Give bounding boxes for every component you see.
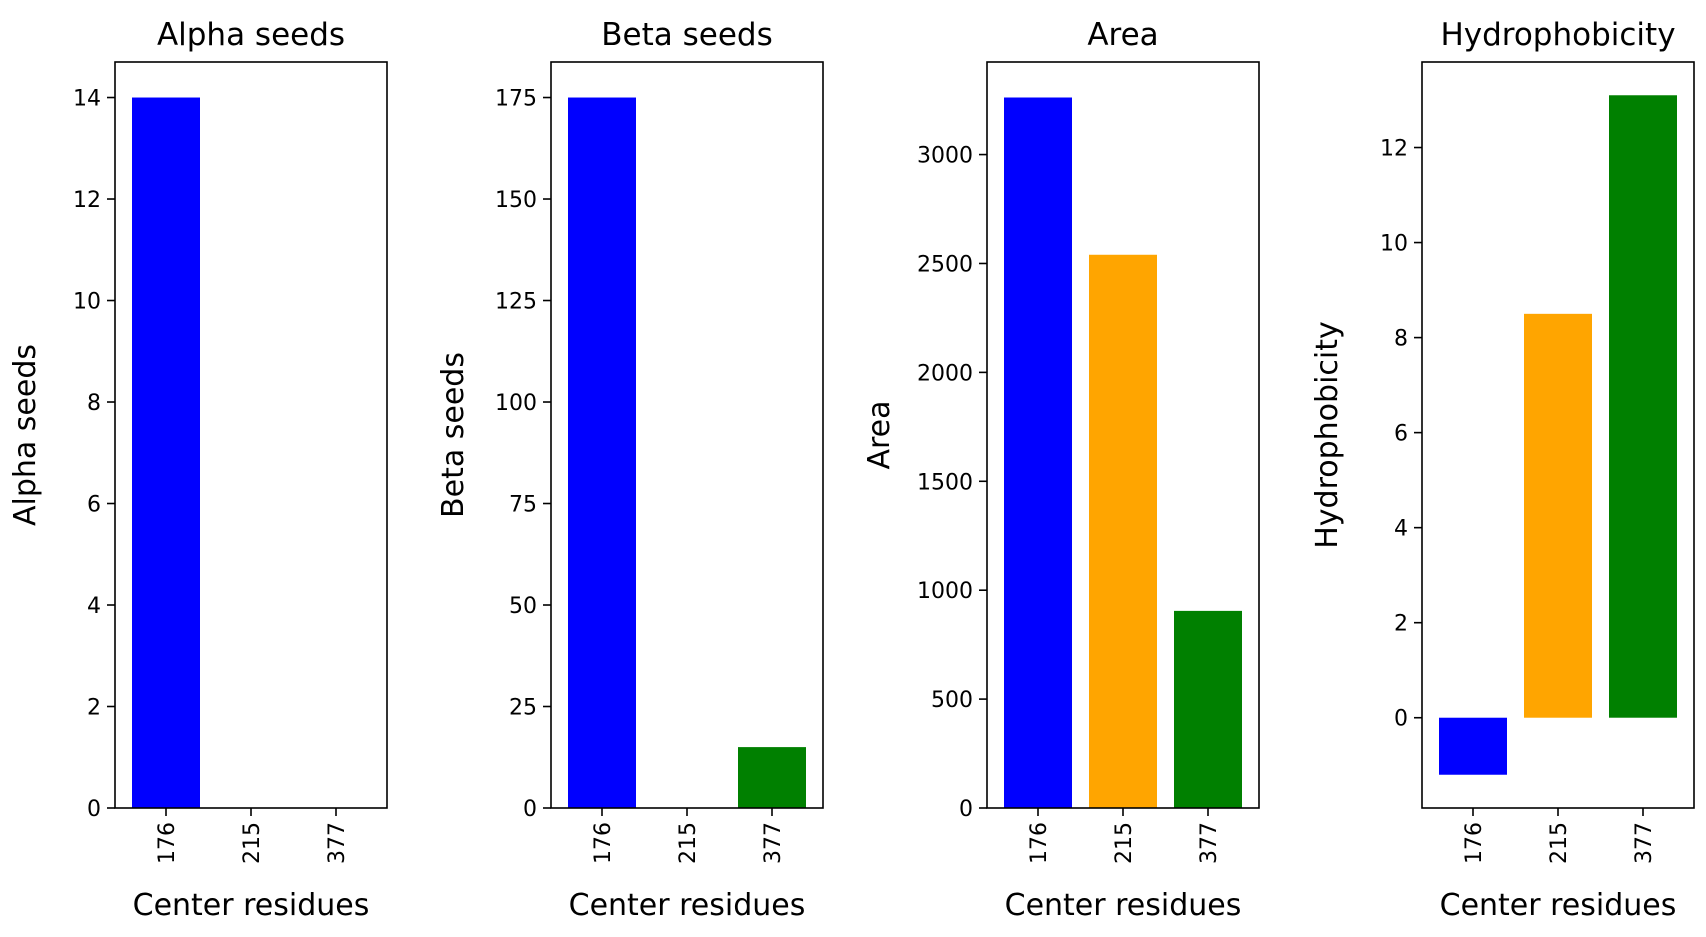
y-tick-label: 2 [87,696,101,721]
bar-176 [1439,717,1507,775]
x-axis-ticks: 176 215 377 [1462,808,1657,864]
y-tick-label: 2000 [917,361,973,386]
y-tick-label: 6 [87,493,101,518]
x-axis-label: Center residues [133,888,370,923]
y-axis-ticks: 0 25 50 75 100 125 150 175 [495,87,551,822]
bar-377 [738,747,806,808]
y-tick-label: 6 [1394,422,1408,447]
x-tick-label: 377 [761,822,786,864]
y-tick-label: 10 [73,290,101,315]
bars [568,97,806,809]
y-tick-label: 8 [1394,327,1408,352]
bar-377 [1609,95,1677,718]
x-tick-label: 176 [591,822,616,864]
y-tick-label: 0 [87,797,101,822]
chart-title: Beta seeds [601,17,772,53]
y-axis-label: Hydrophobicity [1310,321,1345,549]
bar-215 [1524,313,1592,718]
y-tick-label: 100 [495,391,537,416]
bar-176 [568,97,636,809]
y-tick-label: 10 [1380,232,1408,257]
x-tick-label: 377 [1197,822,1222,864]
bar-176 [132,97,200,809]
x-tick-label: 215 [1112,822,1137,864]
y-tick-label: 1000 [917,579,973,604]
bars [132,97,200,809]
y-tick-label: 12 [1380,137,1408,162]
bars [1004,97,1242,809]
y-tick-label: 0 [1394,707,1408,732]
y-tick-label: 0 [523,797,537,822]
y-axis-ticks: 0 2 4 6 8 10 12 [1380,137,1422,732]
y-tick-label: 25 [509,696,537,721]
x-tick-label: 377 [1632,822,1657,864]
y-axis-label: Beta seeds [436,352,471,518]
y-tick-label: 1500 [917,470,973,495]
y-axis-label: Area [862,400,897,469]
y-tick-label: 0 [959,797,973,822]
y-tick-label: 75 [509,493,537,518]
chart-panel-alpha-seeds: 0 2 4 6 8 10 12 14 176 215 377 Alpha seeds Center… [8,17,388,923]
x-tick-label: 176 [155,822,180,864]
x-tick-label: 215 [240,822,265,864]
y-axis-label: Alpha seeds [8,344,43,526]
y-tick-label: 8 [87,391,101,416]
bar-377 [1174,610,1242,808]
y-tick-label: 125 [495,290,537,315]
x-tick-label: 176 [1462,822,1487,864]
y-axis-ticks: 0 500 1000 1500 2000 2500 3000 [917,144,987,822]
x-axis-ticks: 176 215 377 [591,808,786,864]
y-tick-label: 2500 [917,252,973,277]
chart-panel-beta-seeds: 0 25 50 75 100 125 150 175 176 215 377 Beta seeds… [436,17,824,923]
y-tick-label: 500 [931,688,973,713]
x-axis-label: Center residues [1005,888,1242,923]
y-tick-label: 50 [509,594,537,619]
x-tick-label: 377 [325,822,350,864]
y-tick-label: 4 [87,594,101,619]
y-tick-label: 175 [495,87,537,112]
y-axis-ticks: 0 2 4 6 8 10 12 14 [73,87,115,822]
bars [1439,95,1677,775]
y-tick-label: 4 [1394,517,1408,542]
x-tick-label: 215 [1547,822,1572,864]
y-tick-label: 150 [495,188,537,213]
x-axis-label: Center residues [1440,888,1677,923]
chart-title: Alpha seeds [157,17,345,53]
x-axis-label: Center residues [569,888,806,923]
y-tick-label: 2 [1394,612,1408,637]
bar-215 [1089,254,1157,809]
chart-panel-hydrophobicity: 0 2 4 6 8 10 12 176 215 377 Hydrophobicity Cente… [1310,17,1695,923]
y-tick-label: 14 [73,87,101,112]
y-tick-label: 3000 [917,144,973,169]
chart-title: Hydrophobicity [1440,17,1675,53]
y-tick-label: 12 [73,188,101,213]
chart-title: Area [1087,17,1158,53]
x-tick-label: 176 [1027,822,1052,864]
x-axis-ticks: 176 215 377 [155,808,350,864]
x-tick-label: 215 [676,822,701,864]
bar-176 [1004,97,1072,809]
x-axis-ticks: 176 215 377 [1027,808,1222,864]
